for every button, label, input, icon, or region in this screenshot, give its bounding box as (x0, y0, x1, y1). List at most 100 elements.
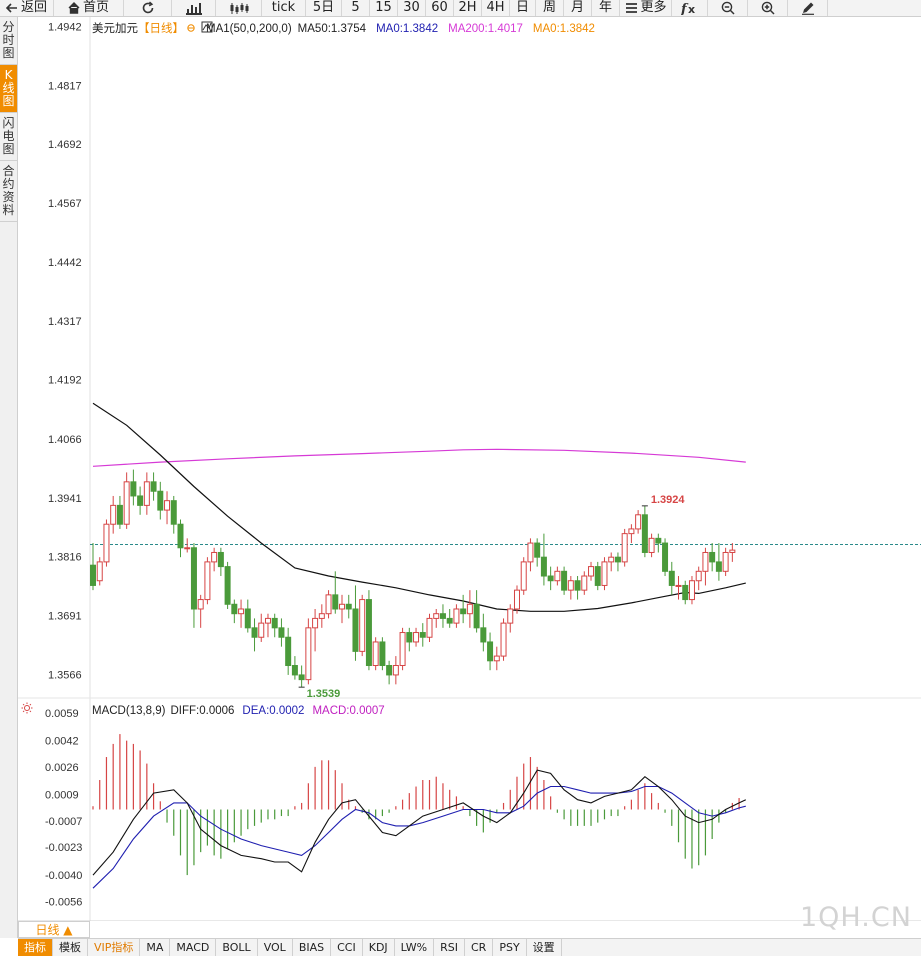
toolbar-item-bar-chart[interactable] (172, 0, 216, 16)
candle-body (305, 627, 312, 681)
candle-body (177, 523, 184, 549)
indicator-tab-2[interactable]: VIP指标 (88, 939, 141, 956)
side-tab-0[interactable]: 分时图 (0, 17, 17, 65)
candle-body (379, 641, 386, 667)
toolbar-item-首页[interactable]: 首页 (54, 0, 124, 16)
toolbar-item-zoom-out[interactable] (708, 0, 748, 16)
toolbar-item-label: 4H (486, 0, 505, 15)
indicator-tab-3[interactable]: MA (140, 939, 171, 956)
indicator-tab-0[interactable]: 指标 (18, 939, 53, 956)
side-tabs: 分时图 K线图 闪电图 合约资料 (0, 17, 18, 938)
y-tick-label: 1.3816 (48, 552, 82, 564)
macd-y-tick-label: -0.0040 (45, 870, 82, 882)
candle-body (520, 561, 527, 591)
toolbar-item-返回[interactable]: 返回 (0, 0, 54, 16)
toolbar-item-15[interactable]: 15 (370, 0, 398, 16)
ma50-line (92, 402, 746, 612)
toolbar-item-draw-pen[interactable] (788, 0, 828, 16)
candle-body (507, 608, 514, 624)
candle-body (446, 617, 453, 624)
candle-body (157, 490, 164, 511)
side-tab-3[interactable]: 合约资料 (0, 161, 17, 222)
candle-body (500, 622, 507, 657)
indicator-icon (201, 21, 213, 33)
svg-text:x: x (688, 3, 695, 15)
side-tab-2[interactable]: 闪电图 (0, 113, 17, 161)
indicator-tab-7[interactable]: BIAS (293, 939, 332, 956)
indicator-tab-6[interactable]: VOL (258, 939, 293, 956)
candle-body (399, 632, 406, 667)
candle-body (143, 481, 150, 506)
candle-body (116, 504, 123, 525)
toolbar-item-5日[interactable]: 5日 (306, 0, 342, 16)
indicator-tab-1[interactable]: 模板 (53, 939, 88, 956)
toolbar-item-5[interactable]: 5 (342, 0, 370, 16)
candlestick-icon (229, 2, 249, 15)
toolbar-item-月[interactable]: 月 (564, 0, 592, 16)
toolbar-item-30[interactable]: 30 (398, 0, 426, 16)
candle-body (695, 570, 702, 582)
candle-body (588, 566, 595, 577)
candle-body (513, 589, 520, 610)
legend-period: 【日线】 (138, 21, 184, 35)
toolbar-item-年[interactable]: 年 (592, 0, 620, 16)
candle-body (460, 608, 467, 615)
candle-body (312, 617, 319, 629)
toolbar-item-60[interactable]: 60 (426, 0, 454, 16)
macd-y-tick-label: -0.0007 (45, 816, 82, 828)
indicator-tab-12[interactable]: CR (465, 939, 494, 956)
macd-y-tick-label: 0.0009 (45, 790, 79, 802)
side-tab-1[interactable]: K线图 (0, 65, 17, 113)
candle-body (473, 603, 480, 629)
ma200-line (92, 448, 746, 467)
indicator-tab-4[interactable]: MACD (170, 939, 217, 956)
indicator-tab-10[interactable]: LW% (395, 939, 435, 956)
candle-body (365, 599, 372, 667)
legend-ma0-b: MA0:1.3842 (533, 23, 595, 35)
y-tick-label: 1.3691 (48, 611, 82, 623)
menu-icon (625, 2, 638, 14)
kline-chart[interactable]: 1.4942 1.4817 1.4692 1.4567 1.4442 1.4317 1.41… (18, 17, 921, 921)
toolbar-item-2H[interactable]: 2H (454, 0, 482, 16)
legend-ma0: MA0:1.3842 (376, 23, 438, 35)
y-tick-label: 1.4442 (48, 257, 82, 269)
toolbar-item-周[interactable]: 周 (536, 0, 564, 16)
indicator-tab-5[interactable]: BOLL (216, 939, 258, 956)
candle-body (574, 580, 581, 591)
watermark: 1QH.CN (800, 902, 912, 933)
diff-line (92, 769, 747, 876)
toolbar-item-zoom-in[interactable] (748, 0, 788, 16)
indicator-tab-9[interactable]: KDJ (363, 939, 395, 956)
candle-body (231, 603, 238, 615)
toolbar-item-tick[interactable]: tick (262, 0, 306, 16)
candle-body (493, 655, 500, 662)
period-selector[interactable]: 日线 ▲ (18, 921, 90, 938)
toolbar-item-candlestick[interactable] (216, 0, 262, 16)
indicator-tab-13[interactable]: PSY (493, 939, 527, 956)
candle-body (224, 566, 231, 605)
macd-y-tick-label: -0.0023 (45, 842, 82, 854)
bar-chart-icon (185, 2, 203, 15)
y-tick-label: 1.4817 (48, 80, 82, 92)
toolbar-item-label: tick (271, 0, 296, 15)
candle-body (439, 613, 446, 619)
macd-dea: DEA:0.0002 (242, 705, 304, 717)
indicator-tab-8[interactable]: CCI (331, 939, 363, 956)
toolbar-item-refresh[interactable] (124, 0, 172, 16)
indicator-tab-14[interactable]: 设置 (527, 939, 562, 956)
toolbar-item-更多[interactable]: 更多 (620, 0, 672, 16)
indicator-tab-11[interactable]: RSI (434, 939, 465, 956)
candle-body (702, 551, 709, 572)
toolbar-item-日[interactable]: 日 (510, 0, 536, 16)
legend-ma50: MA50:1.3754 (298, 23, 367, 35)
candle-body (628, 528, 635, 535)
candle-body (709, 551, 716, 563)
candle-body (130, 481, 137, 497)
toolbar-item-4H[interactable]: 4H (482, 0, 510, 16)
candle-body (211, 551, 218, 563)
candle-body (547, 575, 554, 582)
candle-body (480, 627, 487, 643)
toolbar-item-label: 15 (375, 0, 392, 15)
candle-body (688, 580, 695, 601)
